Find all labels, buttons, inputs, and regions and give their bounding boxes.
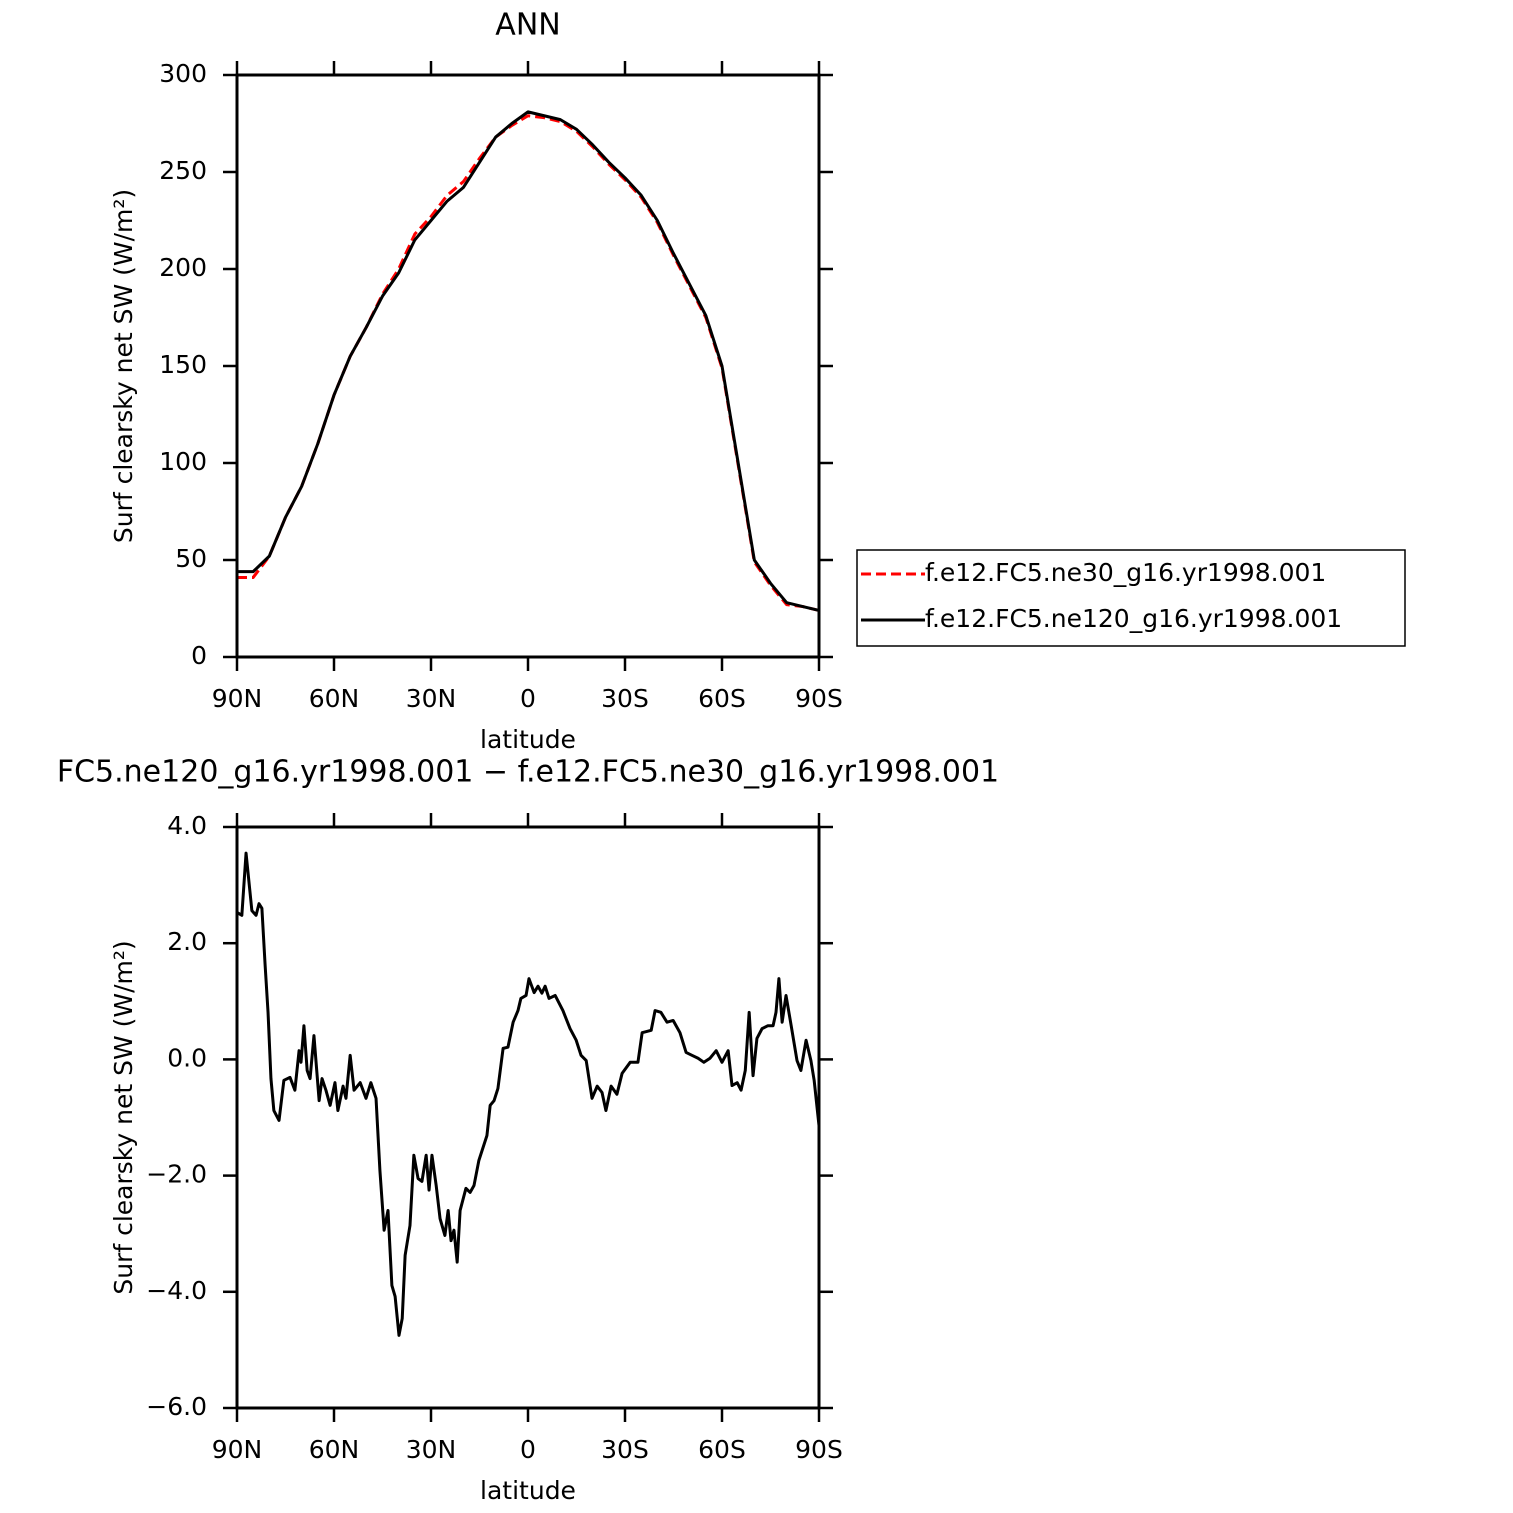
chart-title: ANN — [495, 8, 560, 43]
y-tick-label: 300 — [159, 59, 207, 88]
y-tick-label: 4.0 — [167, 811, 207, 840]
x-tick-label: 60S — [698, 684, 746, 713]
x-tick-label: 90S — [795, 684, 843, 713]
y-tick-label: 250 — [159, 156, 207, 185]
y-tick-label: 0 — [191, 641, 207, 670]
y-tick-label: −6.0 — [146, 1392, 207, 1421]
x-tick-label: 60N — [309, 684, 360, 713]
x-tick-label: 30S — [601, 684, 649, 713]
x-tick-label: 30N — [406, 1435, 457, 1464]
legend-label: f.e12.FC5.ne30_g16.yr1998.001 — [925, 558, 1326, 587]
y-axis-label: Surf clearsky net SW (W/m²) — [109, 189, 138, 543]
y-tick-label: 100 — [159, 447, 207, 476]
y-tick-label: 0.0 — [167, 1043, 207, 1072]
x-tick-label: 0 — [520, 1435, 536, 1464]
x-tick-label: 30S — [601, 1435, 649, 1464]
x-axis-label: latitude — [480, 1476, 576, 1505]
x-tick-label: 60N — [309, 1435, 360, 1464]
y-tick-label: 50 — [175, 544, 207, 573]
y-tick-label: 2.0 — [167, 927, 207, 956]
series-line — [236, 851, 821, 1337]
x-tick-label: 30N — [406, 684, 457, 713]
x-axis-label: latitude — [480, 725, 576, 754]
y-tick-label: −2.0 — [146, 1160, 207, 1189]
y-tick-label: 200 — [159, 253, 207, 282]
series-line — [237, 114, 820, 612]
y-axis-label: Surf clearsky net SW (W/m²) — [109, 940, 138, 1294]
chart-title: FC5.ne120_g16.yr1998.001 − f.e12.FC5.ne3… — [57, 755, 999, 790]
x-tick-label: 90S — [795, 1435, 843, 1464]
y-tick-label: 150 — [159, 350, 207, 379]
plot-frame — [235, 73, 821, 659]
x-tick-label: 60S — [698, 1435, 746, 1464]
x-tick-label: 90N — [212, 1435, 263, 1464]
x-tick-label: 90N — [212, 684, 263, 713]
plot-frame — [235, 825, 821, 1410]
legend-label: f.e12.FC5.ne120_g16.yr1998.001 — [925, 604, 1342, 633]
x-tick-label: 0 — [520, 684, 536, 713]
series-line — [237, 110, 820, 612]
legend-box — [856, 549, 1406, 647]
y-tick-label: −4.0 — [146, 1276, 207, 1305]
